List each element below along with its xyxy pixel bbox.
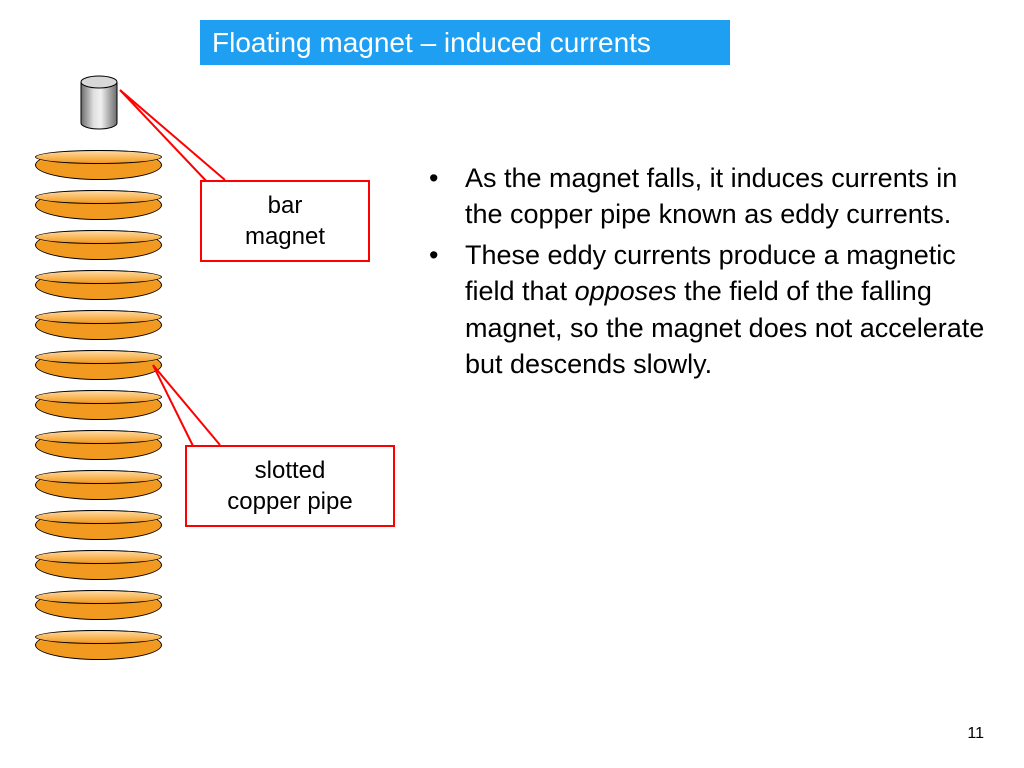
bullet-text: As the magnet falls, it induces currents…	[465, 163, 957, 229]
callout-text: slotted	[255, 457, 326, 484]
callout-copper-pipe: slotted copper pipe	[185, 445, 395, 527]
page-number: 11	[967, 725, 984, 743]
pipe-ring	[35, 630, 162, 660]
pipe-ring	[35, 230, 162, 260]
callout-bar-magnet: bar magnet	[200, 180, 370, 262]
callout-text: copper pipe	[227, 488, 352, 515]
callout-text: bar	[268, 192, 303, 219]
pipe-ring	[35, 190, 162, 220]
callout-text: magnet	[245, 223, 325, 250]
bullet-item: These eddy currents produce a magnetic f…	[415, 237, 995, 383]
pipe-ring	[35, 270, 162, 300]
copper-pipe	[35, 150, 162, 670]
pipe-ring	[35, 470, 162, 500]
pipe-ring	[35, 510, 162, 540]
title-text: Floating magnet – induced currents	[212, 27, 651, 59]
pipe-ring	[35, 310, 162, 340]
bar-magnet-icon	[80, 75, 118, 130]
pipe-ring	[35, 550, 162, 580]
bullet-list: As the magnet falls, it induces currents…	[415, 160, 995, 387]
slide-title: Floating magnet – induced currents	[200, 20, 730, 65]
pipe-ring	[35, 150, 162, 180]
bullet-text-emphasis: opposes	[575, 276, 677, 306]
pipe-ring	[35, 390, 162, 420]
pipe-ring	[35, 430, 162, 460]
pipe-ring	[35, 590, 162, 620]
diagram: bar magnet slotted copper pipe	[35, 75, 385, 695]
bullet-item: As the magnet falls, it induces currents…	[415, 160, 995, 233]
pipe-ring	[35, 350, 162, 380]
